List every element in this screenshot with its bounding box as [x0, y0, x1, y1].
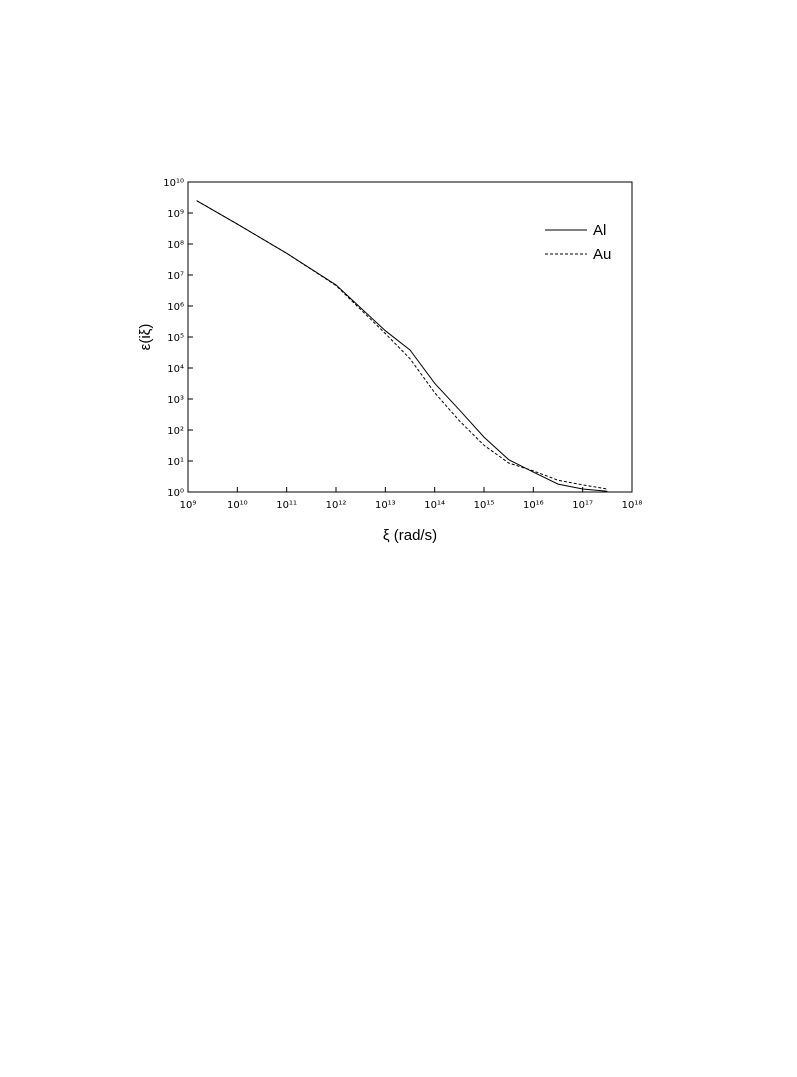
x-tick-label: 10¹⁷ [572, 500, 593, 511]
y-tick-label: 10⁹ [167, 209, 184, 220]
x-tick-label: 10⁹ [180, 500, 197, 511]
y-tick-label: 10³ [167, 395, 184, 406]
x-tick-label: 10¹² [326, 500, 347, 511]
x-tick-label: 10¹⁴ [424, 500, 445, 511]
y-tick-label: 10⁰ [167, 488, 184, 499]
y-axis-label: ε(iξ) [137, 324, 154, 351]
y-tick-label: 10¹ [167, 457, 184, 468]
plot-frame [187, 181, 633, 493]
line-series [196, 200, 608, 490]
x-tick-label: 10¹¹ [276, 500, 297, 511]
y-tick-label: 10² [167, 426, 184, 437]
legend-label: Au [593, 246, 611, 263]
line-series [196, 200, 608, 492]
x-tick-label: 10¹⁵ [474, 500, 495, 511]
x-axis-label: ξ (rad/s) [383, 527, 437, 544]
x-tick-label: 10¹⁰ [227, 500, 248, 511]
y-tick-label: 10⁵ [167, 333, 184, 344]
x-tick-label: 10¹⁶ [523, 500, 544, 511]
legend-label: Al [593, 222, 606, 239]
y-tick-label: 10⁸ [167, 240, 184, 251]
x-tick-label: 10¹³ [375, 500, 396, 511]
y-tick-label: 10⁴ [167, 364, 184, 375]
x-tick-label: 10¹⁸ [622, 500, 643, 511]
y-tick-label: 10⁷ [167, 271, 184, 282]
y-tick-label: 10¹⁰ [163, 178, 184, 189]
y-tick-label: 10⁶ [167, 302, 184, 313]
